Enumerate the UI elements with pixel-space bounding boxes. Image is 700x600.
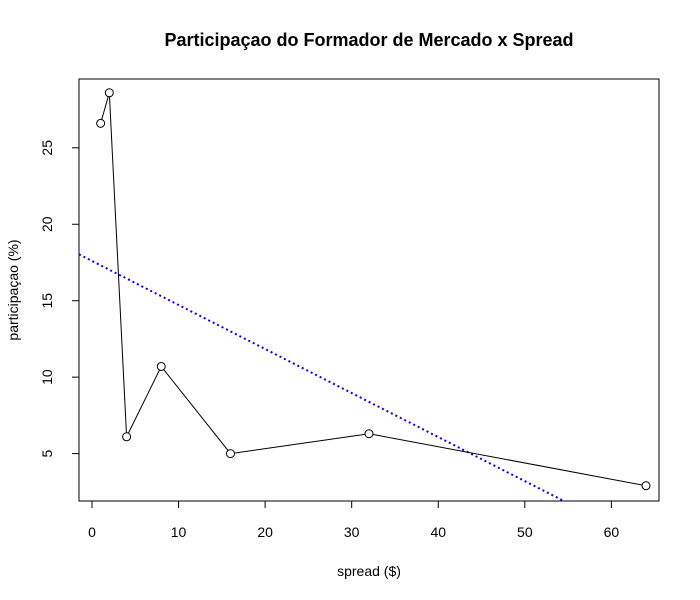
y-axis-label: participaçao (%) [5,239,21,340]
y-axis: 5 10 15 20 25 [39,140,79,458]
data-point [105,89,113,97]
x-tick-label: 40 [430,524,446,540]
data-point [157,362,165,370]
trendline-layer [79,254,564,501]
y-tick-label: 5 [39,449,55,457]
x-tick-label: 50 [517,524,533,540]
y-tick-label: 20 [39,216,55,232]
data-point [226,450,234,458]
data-point [123,433,131,441]
series-line [101,93,646,486]
y-tick-label: 15 [39,293,55,309]
x-tick-label: 30 [344,524,360,540]
x-tick-label: 20 [257,524,273,540]
y-tick-label: 10 [39,369,55,385]
x-axis-label: spread ($) [337,563,401,579]
x-tick-label: 60 [604,524,620,540]
trendline [79,254,564,501]
chart-title: Participaçao do Formador de Mercado x Sp… [164,30,573,50]
data-point [97,119,105,127]
series-layer [97,89,650,490]
y-tick-label: 25 [39,140,55,156]
x-tick-label: 0 [88,524,96,540]
x-axis: 0 10 20 30 40 50 60 [88,501,619,540]
data-point [642,482,650,490]
data-point [365,430,373,438]
x-tick-label: 10 [171,524,187,540]
